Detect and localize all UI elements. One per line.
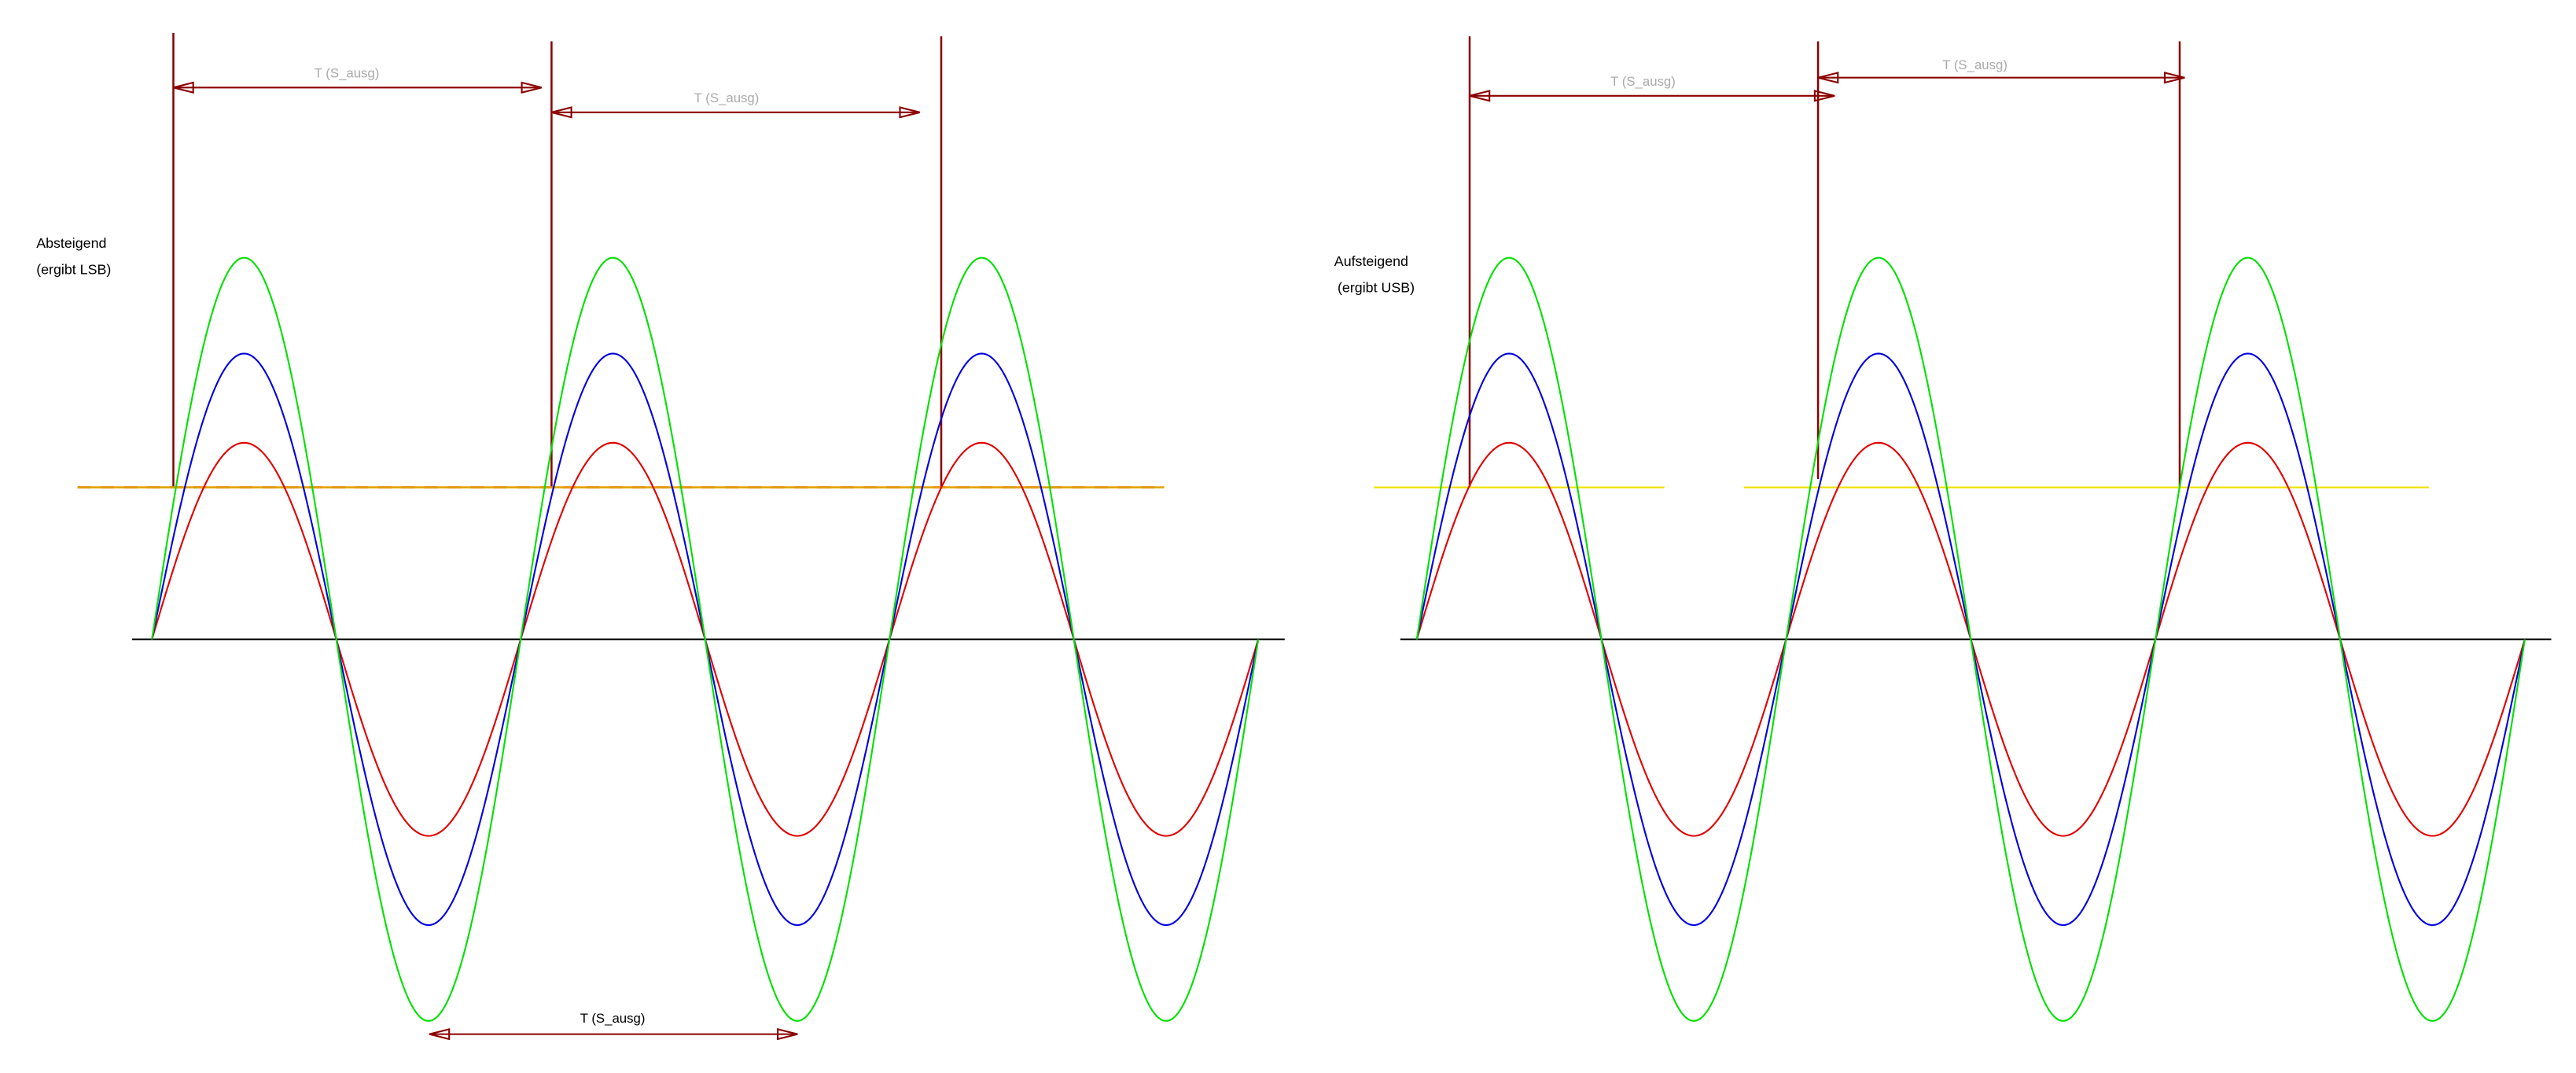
period-label: T (S_ausg) — [1942, 57, 2007, 72]
panel-label: Absteigend — [36, 235, 106, 251]
period-label: T (S_ausg) — [1610, 74, 1676, 89]
panel-label: Aufsteigend — [1334, 253, 1408, 269]
period-label: T (S_ausg) — [580, 1011, 646, 1026]
sine-wave — [151, 256, 1260, 1022]
period-label: T (S_ausg) — [315, 66, 380, 81]
sine-wave — [1415, 256, 2526, 1022]
period-label: T (S_ausg) — [694, 90, 760, 105]
panel-label: (ergibt USB) — [1338, 280, 1415, 296]
panel-label: (ergibt LSB) — [36, 262, 111, 278]
